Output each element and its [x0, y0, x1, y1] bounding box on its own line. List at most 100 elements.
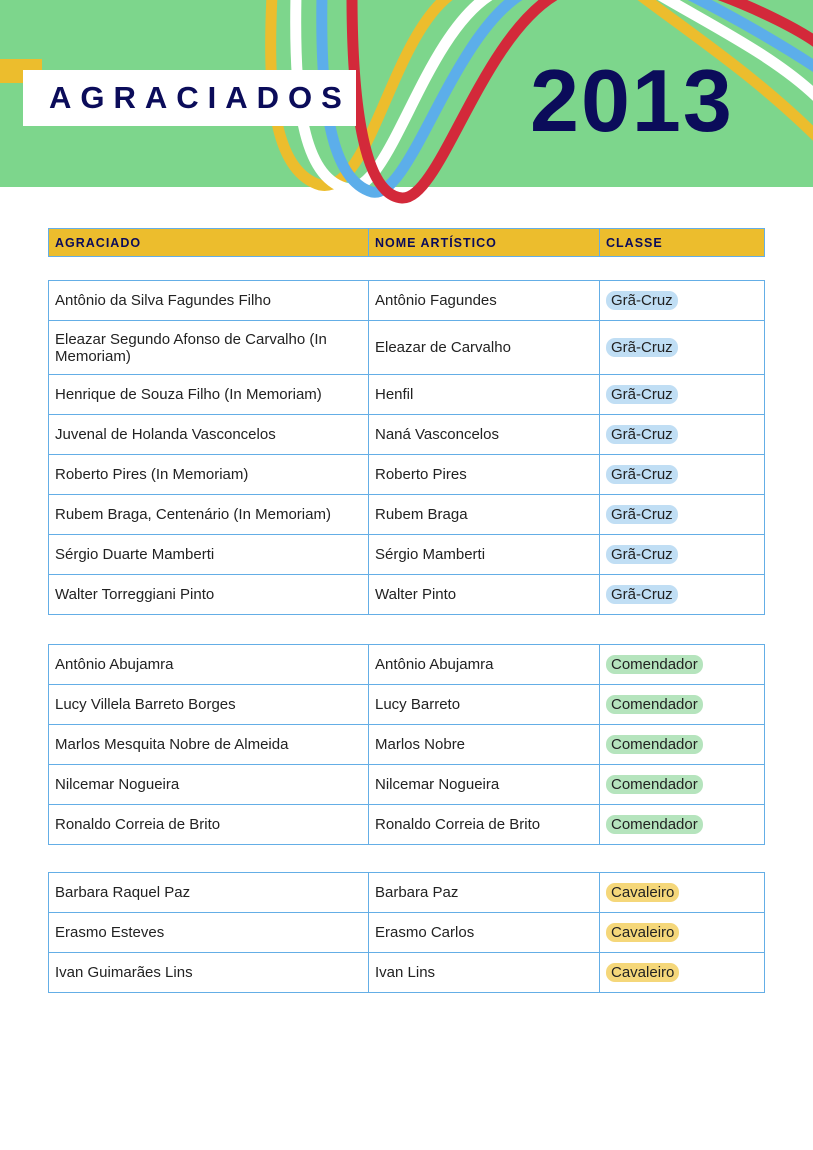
artistic-name-text: Ronaldo Correia de Brito: [375, 816, 541, 833]
class-badge: Grã-Cruz: [606, 505, 678, 524]
name-text: Roberto Pires (In Memoriam): [55, 466, 249, 483]
class-badge: Comendador: [606, 815, 703, 834]
name-text: Antônio da Silva Fagundes Filho: [55, 292, 271, 309]
name-text: Nilcemar Nogueira: [55, 776, 180, 793]
name-cell: Rubem Braga, Centenário (In Memoriam): [48, 494, 369, 535]
name-cell: Roberto Pires (In Memoriam): [48, 454, 369, 495]
table-row: Henrique de Souza Filho (In Memoriam) Hen…: [48, 374, 765, 415]
name-cell: Juvenal de Holanda Vasconcelos: [48, 414, 369, 455]
artistic-name-cell: Ronaldo Correia de Brito: [368, 804, 600, 845]
class-cell: Grã-Cruz: [599, 494, 765, 535]
name-text: Antônio Abujamra: [55, 656, 174, 673]
artistic-name-text: Sérgio Mamberti: [375, 546, 486, 563]
name-text: Juvenal de Holanda Vasconcelos: [55, 426, 276, 443]
name-text: Walter Torreggiani Pinto: [55, 586, 215, 603]
class-cell: Grã-Cruz: [599, 454, 765, 495]
artistic-name-cell: Antônio Fagundes: [368, 280, 600, 321]
class-badge: Grã-Cruz: [606, 545, 678, 564]
artistic-name-text: Antônio Abujamra: [375, 656, 494, 673]
name-text: Barbara Raquel Paz: [55, 884, 191, 901]
name-text: Lucy Villela Barreto Borges: [55, 696, 236, 713]
class-badge: Grã-Cruz: [606, 465, 678, 484]
name-cell: Henrique de Souza Filho (In Memoriam): [48, 374, 369, 415]
class-badge: Cavaleiro: [606, 923, 680, 942]
artistic-name-text: Antônio Fagundes: [375, 292, 497, 309]
name-text: Henrique de Souza Filho (In Memoriam): [55, 386, 322, 403]
table-row: Ronaldo Correia de Brito Ronaldo Correia …: [48, 804, 765, 845]
artistic-name-text: Lucy Barreto: [375, 696, 461, 713]
artistic-name-text: Marlos Nobre: [375, 736, 466, 753]
artistic-name-cell: Nilcemar Nogueira: [368, 764, 600, 805]
table-row: Lucy Villela Barreto Borges Lucy Barreto C…: [48, 684, 765, 725]
artistic-name-text: Eleazar de Carvalho: [375, 339, 511, 356]
class-badge: Grã-Cruz: [606, 585, 678, 604]
artistic-name-cell: Henfil: [368, 374, 600, 415]
table-row: Juvenal de Holanda Vasconcelos Naná Vasco…: [48, 414, 765, 455]
artistic-name-cell: Rubem Braga: [368, 494, 600, 535]
name-text: Ivan Guimarães Lins: [55, 964, 193, 981]
year-heading: 2013: [530, 51, 734, 150]
col-classe: CLASSE: [599, 228, 765, 257]
artistic-name-cell: Barbara Paz: [368, 872, 600, 913]
table-row: Ivan Guimarães Lins Ivan Lins Cavaleiro: [48, 952, 765, 993]
artistic-name-cell: Antônio Abujamra: [368, 644, 600, 685]
name-text: Erasmo Esteves: [55, 924, 165, 941]
name-cell: Eleazar Segundo Afonso de Carvalho (In M…: [48, 320, 369, 375]
artistic-name-cell: Lucy Barreto: [368, 684, 600, 725]
class-badge: Comendador: [606, 655, 703, 674]
artistic-name-text: Erasmo Carlos: [375, 924, 475, 941]
artistic-name-cell: Erasmo Carlos: [368, 912, 600, 953]
col-nome-artistico: NOME ARTÍSTICO: [368, 228, 600, 257]
table-row: Sérgio Duarte Mamberti Sérgio Mamberti Grã…: [48, 534, 765, 575]
table-row: Walter Torreggiani Pinto Walter Pinto Grã-…: [48, 574, 765, 615]
table-row: Barbara Raquel Paz Barbara Paz Cavaleiro: [48, 872, 765, 913]
artistic-name-text: Henfil: [375, 386, 414, 403]
class-badge: Cavaleiro: [606, 963, 680, 982]
class-badge: Comendador: [606, 735, 703, 754]
class-cell: Cavaleiro: [599, 952, 765, 993]
class-cell: Cavaleiro: [599, 872, 765, 913]
group-comendador: Antônio Abujamra Antônio Abujamra Comendad…: [48, 644, 765, 845]
name-cell: Walter Torreggiani Pinto: [48, 574, 369, 615]
table-row: Eleazar Segundo Afonso de Carvalho (In M…: [48, 320, 765, 375]
artistic-name-text: Barbara Paz: [375, 884, 459, 901]
artistic-name-cell: Walter Pinto: [368, 574, 600, 615]
artistic-name-cell: Roberto Pires: [368, 454, 600, 495]
name-cell: Ronaldo Correia de Brito: [48, 804, 369, 845]
class-badge: Grã-Cruz: [606, 291, 678, 310]
artistic-name-cell: Sérgio Mamberti: [368, 534, 600, 575]
class-badge: Comendador: [606, 775, 703, 794]
class-cell: Comendador: [599, 804, 765, 845]
artistic-name-text: Roberto Pires: [375, 466, 467, 483]
class-cell: Grã-Cruz: [599, 374, 765, 415]
name-cell: Antônio da Silva Fagundes Filho: [48, 280, 369, 321]
page-title: AGRACIADOS: [49, 80, 351, 115]
name-text: Rubem Braga, Centenário (In Memoriam): [55, 506, 331, 523]
artistic-name-text: Walter Pinto: [375, 586, 457, 603]
class-badge: Cavaleiro: [606, 883, 680, 902]
table-row: Roberto Pires (In Memoriam) Roberto Pires…: [48, 454, 765, 495]
artistic-name-text: Nilcemar Nogueira: [375, 776, 500, 793]
class-cell: Comendador: [599, 684, 765, 725]
class-cell: Comendador: [599, 644, 765, 685]
name-cell: Marlos Mesquita Nobre de Almeida: [48, 724, 369, 765]
class-badge: Grã-Cruz: [606, 385, 678, 404]
artistic-name-cell: Ivan Lins: [368, 952, 600, 993]
title-box: AGRACIADOS: [23, 70, 356, 126]
class-cell: Comendador: [599, 764, 765, 805]
table-row: Nilcemar Nogueira Nilcemar Nogueira Comend…: [48, 764, 765, 805]
group-cavaleiro: Barbara Raquel Paz Barbara Paz Cavaleiro Er…: [48, 872, 765, 993]
artistic-name-text: Rubem Braga: [375, 506, 468, 523]
table-header: AGRACIADO NOME ARTÍSTICO CLASSE: [48, 228, 765, 257]
name-text: Sérgio Duarte Mamberti: [55, 546, 215, 563]
name-cell: Erasmo Esteves: [48, 912, 369, 953]
artistic-name-cell: Eleazar de Carvalho: [368, 320, 600, 375]
name-text: Eleazar Segundo Afonso de Carvalho (In M…: [55, 330, 327, 365]
class-cell: Cavaleiro: [599, 912, 765, 953]
class-badge: Comendador: [606, 695, 703, 714]
col-agraciado: AGRACIADO: [48, 228, 369, 257]
class-cell: Grã-Cruz: [599, 320, 765, 375]
name-text: Marlos Mesquita Nobre de Almeida: [55, 736, 289, 753]
table-row: Marlos Mesquita Nobre de Almeida Marlos N…: [48, 724, 765, 765]
class-cell: Comendador: [599, 724, 765, 765]
